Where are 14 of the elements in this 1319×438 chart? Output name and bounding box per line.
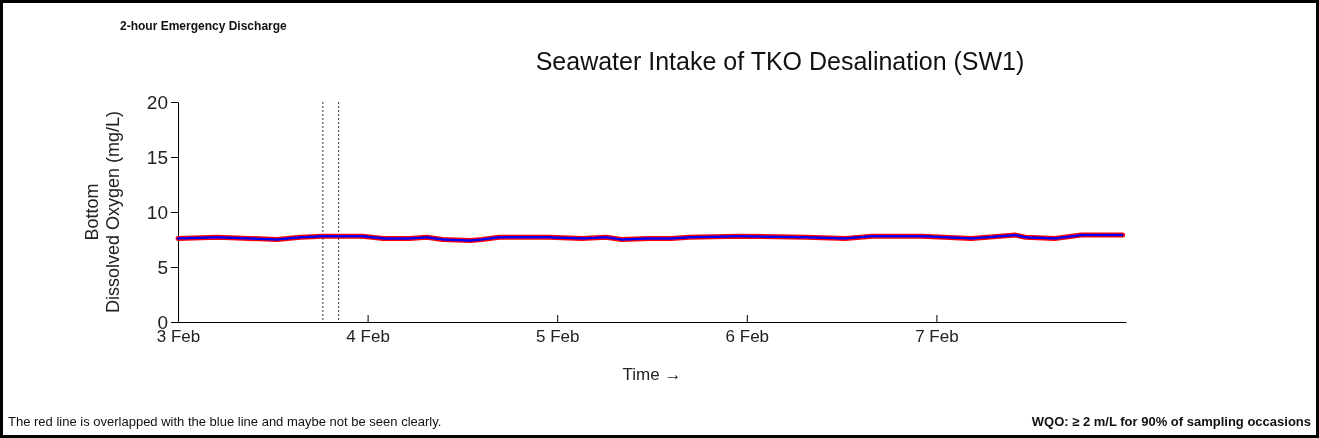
x-tick-label: 6 Feb bbox=[725, 327, 770, 346]
text: WQO: ≥ 2 m/L for 90% of sampling occasions bbox=[1031, 414, 1311, 429]
text: The red line is overlapped with the blue line and maybe not be seen clearly. bbox=[8, 414, 442, 429]
x-tick-label: 5 Feb bbox=[535, 327, 580, 346]
y-tick-label: 15 bbox=[146, 146, 168, 168]
y-tick-label: 20 bbox=[146, 91, 168, 113]
x-tick-label: 7 Feb bbox=[915, 327, 959, 346]
x-tick-label: 4 Feb bbox=[346, 327, 390, 346]
x-axis-title: Time → bbox=[622, 365, 682, 384]
y-axis-title: Bottom Dissolved Oxygen (mg/L) bbox=[82, 110, 123, 314]
text: 2-hour Emergency Discharge bbox=[120, 19, 288, 33]
y-tick-label: 10 bbox=[146, 201, 168, 223]
y-tick-label: 5 bbox=[157, 256, 168, 278]
chart-title: Seawater Intake of TKO Desalination (SW1) bbox=[535, 47, 1025, 75]
